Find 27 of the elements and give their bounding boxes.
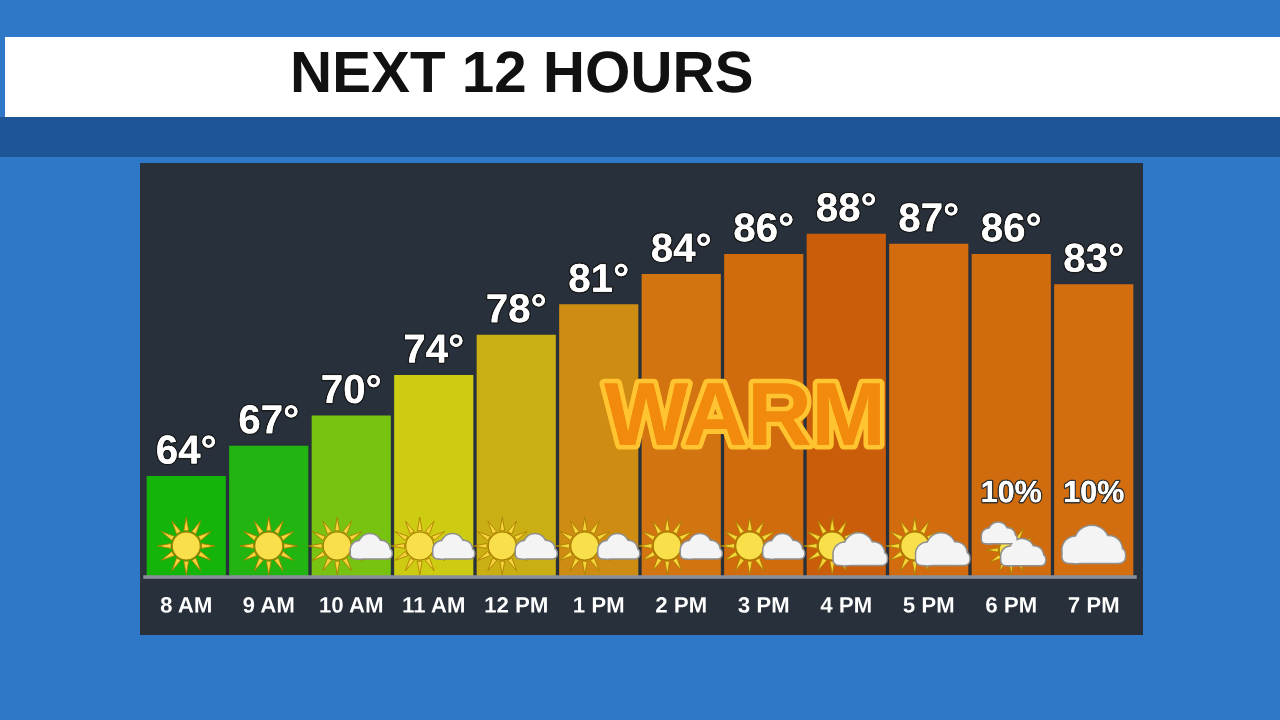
data-label: 88° bbox=[817, 193, 875, 222]
x-tick-label: 8 AM bbox=[160, 597, 211, 613]
x-tick-label: 1 PM bbox=[574, 597, 624, 613]
x-tick-label: 10 AM bbox=[320, 597, 383, 613]
chart-title: NEXT 12 HOURS bbox=[293, 51, 752, 93]
annotation: 10% bbox=[1065, 480, 1124, 503]
data-label: 86° bbox=[734, 213, 793, 242]
data-label: 86° bbox=[982, 213, 1040, 242]
data-label: 74° bbox=[405, 334, 463, 363]
data-label: 70° bbox=[322, 374, 380, 404]
x-tick-label: 4 PM bbox=[820, 597, 871, 613]
x-tick-label: 9 AM bbox=[243, 597, 294, 613]
x-tick-label: 2 PM bbox=[656, 597, 706, 613]
data-label: 83° bbox=[1064, 243, 1123, 273]
x-tick-label: 11 AM bbox=[403, 597, 464, 613]
x-tick-label: 3 PM bbox=[738, 597, 789, 613]
data-label: 64° bbox=[157, 435, 215, 464]
x-tick-label: 12 PM bbox=[485, 597, 547, 613]
x-tick-label: 5 PM bbox=[903, 597, 954, 613]
x-tick-label: 6 PM bbox=[986, 597, 1036, 613]
data-label: 87° bbox=[899, 203, 958, 232]
data-label: 81° bbox=[569, 263, 628, 293]
data-label: 84° bbox=[652, 233, 710, 262]
data-label: 67° bbox=[239, 405, 298, 434]
x-tick-label: 7 PM bbox=[1068, 597, 1119, 613]
annotation: 10% bbox=[982, 480, 1042, 503]
data-label: 78° bbox=[487, 294, 545, 323]
